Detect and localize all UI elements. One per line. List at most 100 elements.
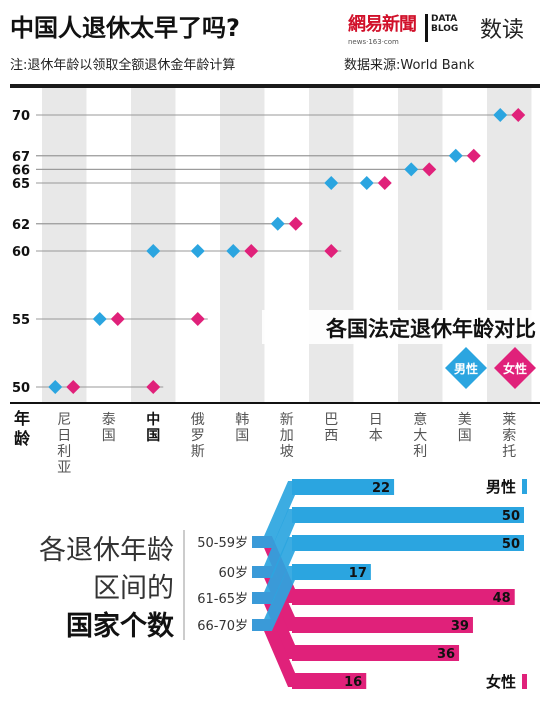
female-point bbox=[324, 244, 339, 258]
legend-male-text: 男性 bbox=[486, 478, 516, 496]
bracket-category-label: 66-70岁 bbox=[197, 619, 248, 634]
male-bar bbox=[292, 507, 524, 523]
x-tick-char: 巴 bbox=[324, 412, 338, 428]
bracket-category-label: 61-65岁 bbox=[197, 592, 248, 607]
x-tick-label: 美国 bbox=[458, 412, 472, 444]
legend-female-marker bbox=[494, 347, 536, 389]
chart-title: 各国法定退休年龄对比 bbox=[325, 317, 536, 341]
column-bg bbox=[487, 88, 532, 402]
female-bar bbox=[292, 645, 460, 661]
male-bar-value: 50 bbox=[502, 509, 520, 524]
male-point bbox=[359, 176, 374, 190]
female-point bbox=[288, 216, 303, 231]
x-tick-label: 巴西 bbox=[324, 412, 338, 444]
female-bar bbox=[292, 589, 515, 605]
x-tick-label: 意大利 bbox=[413, 411, 427, 460]
x-tick-char: 利 bbox=[57, 444, 71, 460]
column-bg bbox=[220, 88, 265, 402]
y-tick-label: 50 bbox=[12, 381, 30, 396]
y-axis-label: 龄 bbox=[14, 429, 31, 448]
male-point bbox=[226, 244, 241, 258]
x-tick-char: 本 bbox=[369, 428, 383, 444]
x-tick-label: 韩国 bbox=[235, 412, 249, 444]
page-title: 中国人退休太早了吗? bbox=[10, 14, 240, 42]
netease-logo-text: 網易新聞 bbox=[348, 14, 417, 35]
female-point bbox=[146, 380, 161, 394]
column-bg bbox=[398, 88, 443, 402]
male-point bbox=[493, 108, 508, 122]
x-tick-char: 西 bbox=[324, 428, 338, 444]
x-tick-char: 中 bbox=[146, 411, 160, 428]
y-tick-label: 55 bbox=[12, 313, 30, 328]
shudu-logo: 数读 bbox=[480, 18, 525, 43]
female-bar-value: 39 bbox=[451, 619, 469, 634]
top-rule bbox=[10, 84, 540, 88]
female-point bbox=[66, 380, 81, 394]
male-point bbox=[448, 148, 463, 163]
x-tick-char: 利 bbox=[413, 444, 427, 460]
female-point bbox=[377, 176, 392, 190]
bracket-category-label: 50-59岁 bbox=[197, 536, 248, 551]
netease-logo-url: news·163·com bbox=[348, 38, 399, 46]
x-tick-char: 莱 bbox=[502, 412, 516, 428]
male-point bbox=[48, 380, 63, 394]
male-point bbox=[270, 216, 285, 231]
x-tick-char: 泰 bbox=[102, 412, 116, 428]
x-tick-char: 索 bbox=[502, 427, 516, 444]
x-tick-label: 日本 bbox=[369, 412, 383, 444]
y-tick-label: 66 bbox=[12, 163, 30, 178]
x-tick-char: 日 bbox=[57, 428, 71, 444]
female-point bbox=[110, 312, 125, 326]
x-tick-char: 加 bbox=[280, 428, 294, 444]
x-tick-label: 俄罗斯 bbox=[191, 412, 205, 460]
male-bar bbox=[292, 479, 395, 495]
legend-female-swatch bbox=[522, 674, 527, 689]
distribution-title-line2: 区间的 bbox=[93, 573, 174, 604]
legend-male-label: 男性 bbox=[454, 361, 478, 376]
x-tick-char: 国 bbox=[235, 428, 249, 444]
male-bar bbox=[292, 564, 371, 580]
x-tick-char: 新 bbox=[280, 412, 294, 428]
x-tick-char: 俄 bbox=[191, 412, 205, 428]
y-tick-label: 65 bbox=[12, 177, 30, 192]
distribution-title-line1: 各退休年龄 bbox=[39, 535, 174, 566]
x-tick-char: 日 bbox=[369, 412, 383, 428]
legend-male-marker bbox=[445, 347, 487, 389]
x-tick-label: 莱索托 bbox=[502, 412, 516, 460]
bracket-category-label: 60岁 bbox=[218, 566, 248, 581]
retirement-age-chart: 5055606265666770尼日利亚泰国中国俄罗斯韩国新加坡巴西日本意大利美… bbox=[10, 84, 540, 476]
x-tick-label: 中国 bbox=[146, 411, 160, 444]
female-point bbox=[422, 162, 437, 177]
note-text: 注:退休年龄以领取全额退休金年龄计算 bbox=[10, 58, 236, 73]
x-tick-char: 罗 bbox=[191, 428, 205, 444]
legend-female-label: 女性 bbox=[503, 361, 527, 376]
male-point bbox=[324, 176, 339, 190]
female-point bbox=[466, 148, 481, 163]
male-bar-value: 22 bbox=[372, 481, 390, 496]
legend-female-text: 女性 bbox=[486, 673, 516, 691]
y-tick-label: 60 bbox=[12, 245, 30, 260]
female-bar-value: 48 bbox=[493, 591, 511, 606]
female-bar-value: 16 bbox=[344, 675, 362, 690]
distribution-chart: 50-59岁 60岁 61-65岁 66-70岁 22 50 50 17 48 39 36 16 男性女… bbox=[183, 478, 527, 691]
datablog-logo: DATA BLOG bbox=[425, 14, 479, 42]
female-bar-value: 36 bbox=[437, 647, 455, 662]
x-tick-char: 托 bbox=[502, 444, 516, 460]
chart-title-bg bbox=[262, 310, 540, 344]
legend-male-swatch bbox=[522, 479, 527, 494]
female-bar bbox=[292, 673, 367, 689]
x-tick-char: 韩 bbox=[235, 412, 249, 428]
x-tick-char: 大 bbox=[413, 428, 427, 444]
x-tick-char: 国 bbox=[146, 428, 160, 444]
distribution-title-line3: 国家个数 bbox=[66, 611, 174, 642]
male-point bbox=[146, 244, 161, 258]
x-tick-char: 亚 bbox=[57, 460, 71, 476]
y-tick-label: 67 bbox=[12, 150, 30, 165]
y-tick-label: 70 bbox=[12, 109, 30, 124]
x-tick-char: 尼 bbox=[57, 412, 71, 428]
y-tick-label: 62 bbox=[12, 218, 30, 233]
source-text: 数据来源:World Bank bbox=[344, 58, 475, 73]
female-point bbox=[511, 108, 526, 122]
y-axis-label: 年 bbox=[14, 409, 30, 428]
column-bg bbox=[42, 88, 87, 402]
